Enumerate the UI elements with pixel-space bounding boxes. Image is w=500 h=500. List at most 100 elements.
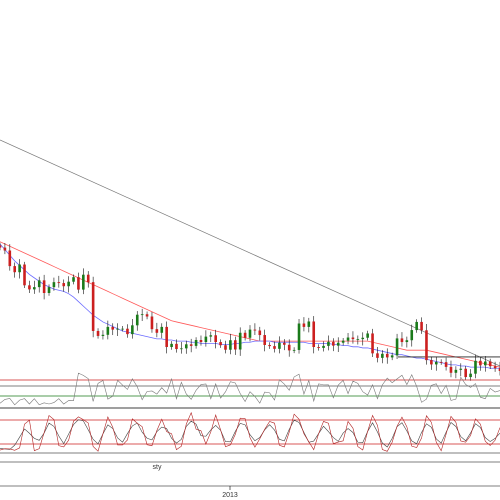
candle-body	[390, 355, 394, 358]
candle-body	[116, 328, 119, 330]
candle-body	[57, 282, 61, 284]
candle-body	[366, 333, 369, 338]
candle-body	[238, 332, 242, 350]
candle-body	[332, 341, 335, 346]
candle-body	[287, 344, 291, 351]
candle-body	[47, 287, 51, 294]
ma-fast-line	[0, 243, 500, 369]
candle-body	[273, 346, 276, 349]
candle-body	[229, 340, 232, 350]
candle-body	[449, 366, 453, 373]
candle-body	[131, 325, 134, 335]
candle-body	[18, 264, 21, 273]
candle-body	[175, 343, 178, 350]
candle-body	[415, 321, 418, 331]
candle-body	[204, 336, 208, 343]
candle-body	[23, 264, 26, 286]
candle-body	[346, 337, 350, 341]
candle-body	[170, 343, 173, 348]
candle-body	[351, 337, 355, 340]
candle-body	[454, 369, 458, 373]
candle-body	[395, 338, 399, 356]
candle-body	[224, 345, 227, 350]
x-axis: sty 2013	[0, 461, 500, 499]
candle-body	[194, 340, 198, 346]
candle-body	[493, 366, 497, 369]
candle-body	[483, 361, 487, 366]
price-panel	[0, 139, 500, 381]
x-axis-label-month: sty	[153, 464, 162, 471]
candle-body	[96, 330, 100, 336]
candle-body	[62, 283, 66, 287]
candle-body	[33, 287, 36, 290]
osc2-slow-line	[0, 419, 500, 450]
candle-body	[233, 340, 237, 350]
candle-body	[258, 330, 262, 336]
candle-body	[155, 329, 159, 333]
candle-body	[42, 280, 46, 294]
oscillator-panel-1	[0, 372, 500, 409]
candle-body	[189, 344, 193, 346]
candle-body	[82, 274, 85, 290]
candle-body	[469, 373, 472, 378]
candle-body	[307, 321, 311, 327]
candle-body	[322, 345, 325, 348]
osc2-fast-line	[0, 411, 500, 452]
candle-body	[400, 338, 404, 343]
candle-body	[405, 340, 409, 343]
candle-body	[498, 368, 500, 371]
candle-body	[459, 368, 463, 370]
candle-body	[376, 353, 379, 358]
candle-body	[356, 339, 360, 340]
candle-body	[8, 250, 12, 267]
candle-body	[106, 326, 110, 335]
candle-body	[479, 360, 482, 366]
candle-body	[86, 274, 90, 283]
candle-body	[180, 348, 183, 350]
candle-body	[292, 349, 296, 351]
candle-body	[425, 330, 428, 361]
candle-body	[444, 362, 448, 367]
candle-body	[430, 360, 433, 365]
candle-body	[219, 342, 222, 346]
candle-body	[184, 344, 188, 349]
candle-body	[150, 316, 154, 330]
candle-body	[464, 368, 467, 378]
candle-body	[160, 326, 164, 333]
x-axis-label-year: 2013	[222, 492, 238, 499]
candle-body	[165, 326, 168, 348]
candle-body	[214, 335, 217, 343]
candle-body	[317, 347, 320, 348]
candle-body	[263, 335, 267, 345]
candle-body	[381, 353, 384, 358]
osc1-line	[0, 372, 500, 406]
candle-body	[268, 344, 271, 347]
candle-body	[253, 329, 257, 331]
candle-body	[199, 340, 203, 343]
candle-body	[3, 247, 7, 251]
candle-body	[439, 361, 443, 363]
candle-body	[13, 266, 17, 273]
candle-body	[135, 314, 139, 326]
candle-body	[278, 342, 281, 349]
candle-body	[140, 314, 144, 316]
candle-body	[111, 326, 115, 330]
candles	[0, 242, 500, 381]
candle-body	[420, 321, 423, 331]
candle-body	[243, 332, 247, 338]
candle-body	[336, 342, 340, 346]
candle-body	[209, 335, 213, 337]
ma-slow-line	[0, 241, 500, 368]
candle-body	[248, 329, 252, 338]
candle-body	[410, 330, 414, 341]
candle-body	[488, 361, 492, 367]
candle-body	[361, 337, 365, 340]
candle-body	[67, 281, 70, 287]
candle-body	[91, 282, 95, 331]
candle-body	[28, 285, 31, 290]
candle-body	[302, 323, 306, 327]
candle-body	[434, 361, 438, 365]
candle-body	[474, 360, 477, 374]
candle-body	[77, 277, 80, 290]
candle-body	[312, 321, 316, 348]
